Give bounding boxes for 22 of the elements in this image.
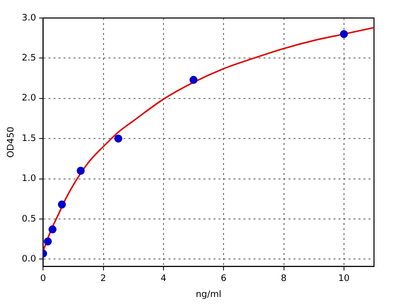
y-tick-label: 0.5 bbox=[22, 214, 36, 224]
point bbox=[44, 237, 52, 246]
x-tick-label: 6 bbox=[220, 274, 227, 284]
y-tick-label: 3.0 bbox=[22, 13, 36, 24]
y-tick-label: 1.5 bbox=[22, 134, 36, 144]
point bbox=[190, 76, 198, 84]
x-tick-label: 2 bbox=[100, 274, 106, 284]
point bbox=[76, 166, 85, 175]
y-tick-label: 2.0 bbox=[22, 94, 36, 104]
y-tick-label: 2.5 bbox=[22, 54, 36, 64]
x-axis-title: ng/ml bbox=[196, 290, 222, 300]
point bbox=[340, 30, 348, 38]
y-tick-label: 1.0 bbox=[22, 174, 36, 184]
x-tick-label: 0 bbox=[40, 274, 46, 284]
point bbox=[114, 134, 122, 143]
x-tick-label: 8 bbox=[280, 274, 287, 284]
x-tick-label: 4 bbox=[160, 274, 167, 284]
y-axis-title: OD450 bbox=[6, 126, 17, 158]
point bbox=[58, 200, 66, 208]
point bbox=[48, 225, 57, 234]
x-tick-label: 10 bbox=[338, 274, 350, 284]
y-tick-label: 0.0 bbox=[22, 254, 36, 265]
